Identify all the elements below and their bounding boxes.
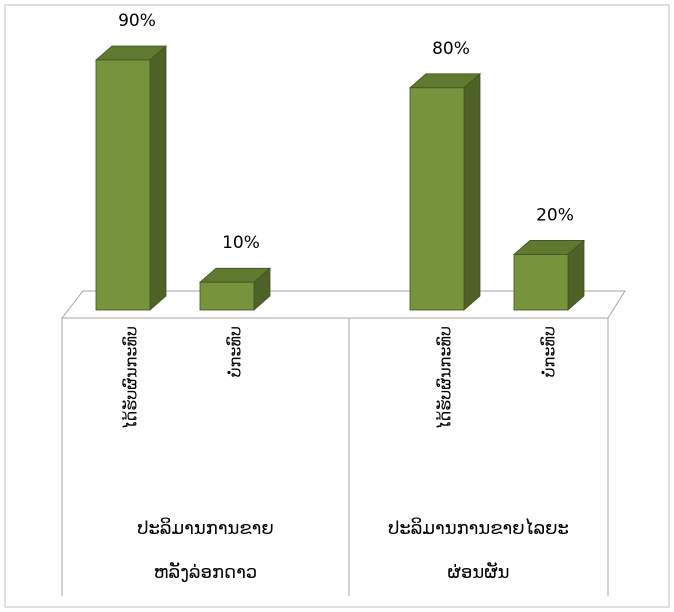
bar-front-face	[199, 281, 255, 311]
tick-label: ບໍ່ກະທົບ	[225, 326, 244, 377]
bar-group1-1	[94, 45, 168, 311]
group-label-line: ຜ່ອນຜັນ	[448, 561, 510, 583]
bar-front-face	[95, 59, 151, 311]
bar-group1-2	[198, 267, 272, 311]
tick-label: ໄດ້ຮັບຜົນກະທົບ	[121, 326, 140, 429]
tick-labels: ໄດ້ຮັບຜົນກະທົບ ບໍ່ກະທົບປະລິມານການຂາຍຫລັງລ…	[121, 326, 569, 583]
group-label-line: ປະລິມານການຂາຍ	[137, 518, 274, 539]
bar-group2-2	[512, 239, 586, 311]
data-label: 10%	[222, 233, 260, 253]
bar-group2-1	[408, 72, 482, 311]
data-label: 80%	[432, 39, 470, 59]
data-label: 20%	[536, 205, 574, 225]
bar-front-face	[513, 254, 569, 311]
bar-front-face	[409, 87, 465, 311]
tick-label: ໄດ້ຮັບຜົນກະທົບ	[435, 326, 454, 429]
category-axis	[61, 318, 609, 596]
data-label: 90%	[118, 11, 156, 31]
group-label-line: ປະລິມານການຂາຍໄລຍະ	[388, 518, 569, 539]
bar-side-face	[149, 45, 167, 311]
group-label-line: ຫລັງລ່ອກດາວ	[154, 561, 257, 583]
data-labels: 90% 10% 80% 20%	[118, 11, 574, 253]
bar-side-face	[463, 72, 481, 311]
tick-label: ບໍ່ກະທົບ	[539, 326, 558, 377]
bars	[94, 45, 586, 311]
